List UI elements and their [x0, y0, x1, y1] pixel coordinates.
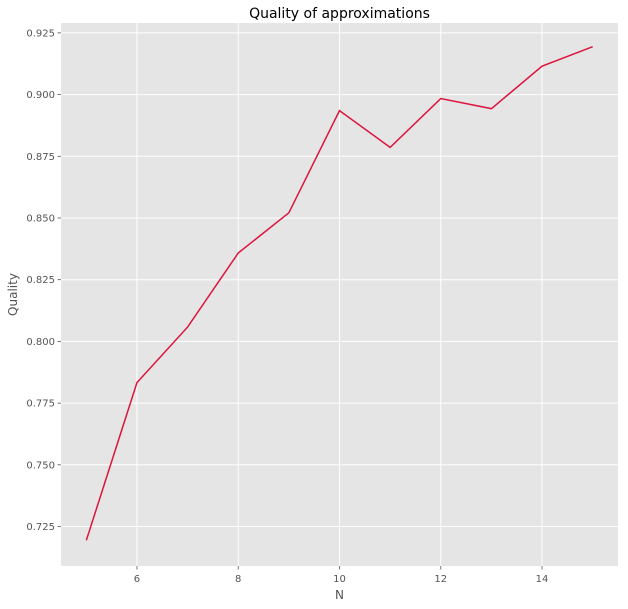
y-tick-label: 0.750 [26, 460, 55, 471]
y-tick-label: 0.825 [26, 275, 55, 286]
y-tick-label: 0.800 [26, 337, 55, 348]
x-tick-label: 8 [235, 574, 241, 585]
y-tick-label: 0.875 [26, 152, 55, 163]
x-axis-ticks: 6 8 10 12 14 [134, 566, 549, 585]
x-tick-label: 10 [333, 574, 346, 585]
y-tick-label: 0.725 [26, 522, 55, 533]
grid-lines [61, 23, 618, 566]
y-tick-label: 0.850 [26, 213, 55, 224]
y-axis-label: Quality [6, 273, 20, 316]
y-tick-label: 0.900 [26, 90, 55, 101]
y-tick-label: 0.925 [26, 28, 55, 39]
x-axis-label: N [335, 588, 344, 602]
x-tick-label: 6 [134, 574, 140, 585]
y-tick-label: 0.775 [26, 399, 55, 410]
x-tick-label: 12 [434, 574, 447, 585]
y-axis-ticks: 0.725 0.750 0.775 0.800 0.825 0.850 0.875 0.900… [26, 28, 61, 533]
x-tick-label: 14 [536, 574, 549, 585]
chart-title: Quality of approximations [249, 6, 430, 22]
series-line [85, 45, 593, 541]
